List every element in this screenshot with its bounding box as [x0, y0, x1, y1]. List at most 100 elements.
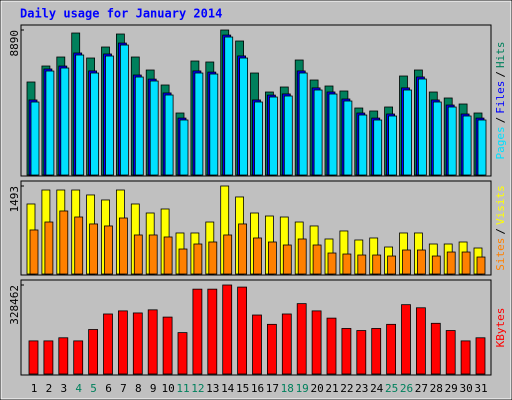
- legend-separator: /: [494, 117, 507, 124]
- bar: [268, 96, 278, 176]
- x-tick-label: 14: [221, 382, 235, 395]
- x-tick-label: 22: [340, 382, 353, 395]
- x-tick-label: 11: [176, 382, 189, 395]
- bar: [475, 337, 486, 375]
- bar: [371, 328, 382, 375]
- bar: [73, 340, 84, 375]
- bar: [75, 54, 85, 176]
- y-tick-label: 328462: [8, 285, 21, 325]
- bar: [178, 248, 188, 275]
- x-tick-label: 23: [355, 382, 368, 395]
- bar: [387, 255, 397, 275]
- bar: [208, 241, 218, 275]
- bar: [417, 78, 427, 176]
- x-tick-label: 8: [135, 382, 142, 395]
- bar: [445, 330, 456, 375]
- bar: [311, 310, 322, 375]
- bar: [89, 223, 98, 275]
- y-tick-label: 8890: [8, 30, 21, 57]
- bar: [326, 317, 337, 375]
- bar: [341, 328, 352, 375]
- bar: [222, 284, 233, 375]
- legend-entry: KBytes: [494, 308, 507, 348]
- bar: [416, 249, 426, 275]
- bar: [30, 101, 40, 176]
- legend-entry: Pages: [494, 126, 507, 159]
- legend-entry: Visits: [494, 185, 507, 225]
- x-tick-label: 7: [120, 382, 127, 395]
- legend-entry: Hits: [494, 42, 507, 69]
- bar: [58, 337, 69, 375]
- bar: [401, 304, 411, 375]
- x-tick-label: 9: [150, 382, 157, 395]
- bar: [298, 72, 308, 176]
- bar: [266, 323, 277, 375]
- x-tick-label: 10: [161, 382, 174, 395]
- bar: [253, 237, 262, 275]
- bar: [105, 55, 114, 176]
- x-tick-label: 6: [105, 382, 112, 395]
- x-tick-label: 27: [415, 382, 428, 395]
- bar: [44, 221, 54, 275]
- bar: [254, 101, 263, 176]
- x-tick-label: 12: [191, 382, 204, 395]
- bar: [103, 313, 113, 375]
- bar: [328, 93, 338, 176]
- bar: [358, 114, 368, 176]
- bar: [177, 332, 188, 375]
- x-tick-label: 19: [296, 382, 309, 395]
- bar: [372, 254, 382, 275]
- bar: [104, 225, 113, 275]
- x-tick-label: 26: [400, 382, 413, 395]
- bar: [461, 251, 471, 275]
- bar: [119, 217, 128, 275]
- bar: [29, 229, 39, 275]
- bar: [282, 244, 292, 275]
- bar: [133, 234, 143, 275]
- x-tick-label: 4: [75, 382, 82, 395]
- legend-separator: /: [494, 71, 507, 78]
- bar: [447, 106, 457, 176]
- bar: [312, 244, 322, 275]
- x-tick-label: 17: [266, 382, 279, 395]
- legend-entry: Files: [494, 81, 507, 114]
- bar: [431, 255, 441, 275]
- x-tick-label: 5: [90, 382, 97, 395]
- bar: [415, 307, 426, 375]
- bar: [179, 119, 189, 176]
- bar: [90, 72, 99, 176]
- x-tick-label: 16: [251, 382, 264, 395]
- bar: [281, 313, 292, 375]
- x-tick-label: 30: [459, 382, 472, 395]
- bar: [342, 253, 352, 275]
- y-tick-label: 1493: [8, 186, 21, 213]
- bar: [476, 256, 486, 275]
- x-tick-label: 29: [445, 382, 458, 395]
- x-tick-label: 18: [281, 382, 294, 395]
- bar: [162, 316, 173, 375]
- bar: [296, 303, 307, 375]
- x-tick-label: 20: [310, 382, 323, 395]
- bar: [477, 119, 487, 176]
- x-tick-label: 3: [60, 382, 67, 395]
- bar: [134, 76, 144, 176]
- bar: [163, 236, 173, 275]
- legend-separator: /: [494, 228, 507, 235]
- bar: [432, 101, 442, 176]
- legend: Pages / Files / Hits: [494, 42, 507, 160]
- bar: [28, 340, 39, 375]
- x-tick-label: 15: [236, 382, 249, 395]
- bar: [388, 115, 398, 176]
- bar: [343, 100, 353, 176]
- bar: [238, 223, 248, 275]
- bar: [194, 72, 204, 176]
- x-tick-label: 25: [385, 382, 398, 395]
- x-tick-label: 31: [474, 382, 487, 395]
- bar: [132, 312, 143, 375]
- bar: [327, 252, 337, 275]
- bar: [60, 67, 70, 176]
- bar: [74, 216, 84, 275]
- bar: [403, 89, 412, 176]
- bar: [224, 36, 234, 176]
- bar: [297, 238, 307, 275]
